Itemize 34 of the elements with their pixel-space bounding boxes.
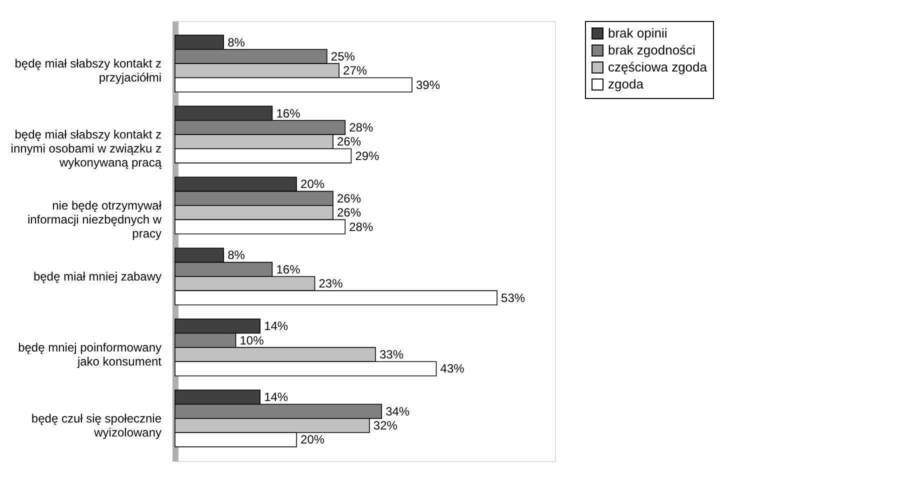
y-tick-label: będę miał mniej zabawy [33, 269, 162, 284]
data-label: 29% [355, 148, 380, 163]
data-label: 20% [300, 432, 325, 447]
data-label: 23% [318, 276, 344, 291]
data-label: 26% [336, 134, 362, 149]
data-label: 27% [343, 64, 368, 78]
data-label: 39% [416, 78, 440, 92]
legend-label: zgoda [608, 76, 644, 92]
y-tick-label: będę mniej poinformowany jako konsument [18, 340, 162, 368]
data-label: 20% [300, 177, 325, 192]
data-label: 28% [349, 120, 374, 134]
data-label: 32% [373, 418, 398, 433]
data-label: 8% [228, 35, 246, 50]
y-tick-label: będę miał słabszy kontakt z przyjaciółmi [14, 56, 162, 85]
data-label: 43% [440, 362, 465, 376]
data-label: 16% [276, 106, 301, 120]
y-tick-label: będę czuł się społecznie wyizolowany [31, 411, 162, 440]
data-label: 14% [264, 319, 288, 334]
legend-label: brak zgodności [608, 42, 696, 58]
data-label: 33% [380, 348, 404, 362]
data-label: 10% [240, 333, 264, 348]
data-label: 53% [501, 290, 526, 305]
y-tick-label: będę miał słabszy kontakt z innymi osobami w związku z wykonywaną pracą [10, 128, 162, 170]
data-label: 25% [330, 49, 356, 64]
data-label: 8% [228, 248, 246, 262]
y-tick-label: nie będę otrzymywał informacji niezbędnych w pracy [27, 198, 162, 241]
legend-label: częściowa zgoda [608, 60, 708, 74]
data-label: 14% [264, 390, 288, 404]
legend-label: brak opinii [608, 26, 668, 40]
data-label: 26% [336, 191, 362, 206]
data-label: 34% [386, 404, 410, 418]
data-label: 26% [336, 206, 362, 220]
data-label: 28% [349, 220, 374, 234]
data-label: 16% [276, 262, 301, 276]
